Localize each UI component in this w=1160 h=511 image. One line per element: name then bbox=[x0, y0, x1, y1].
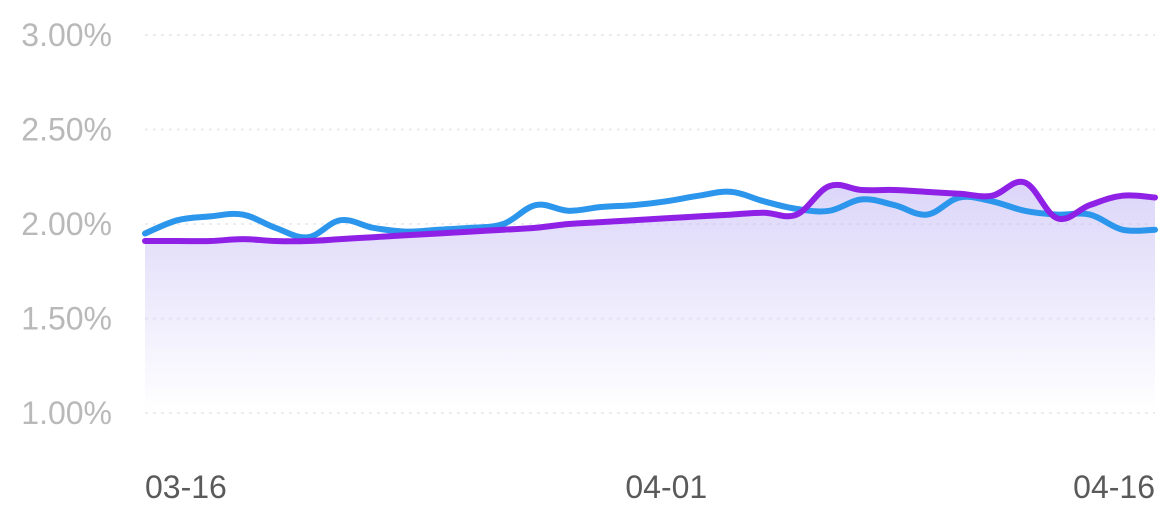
series-line-2 bbox=[142, 178, 1158, 245]
y-tick-label: 1.50% bbox=[21, 301, 112, 337]
y-axis: 1.00% 1.50% 2.00% 2.50% 3.00% bbox=[21, 17, 112, 431]
series-lines bbox=[142, 178, 1158, 245]
y-tick-label: 2.00% bbox=[21, 206, 112, 242]
x-tick-label: 03-16 bbox=[145, 469, 227, 505]
area-fill-layer bbox=[145, 181, 1155, 413]
series-line-1 bbox=[142, 188, 1158, 241]
y-tick-label: 1.00% bbox=[21, 395, 112, 431]
x-tick-label: 04-01 bbox=[625, 469, 707, 505]
x-axis: 03-16 04-01 04-16 bbox=[145, 469, 1155, 505]
y-tick-label: 2.50% bbox=[21, 112, 112, 148]
area-fill bbox=[145, 181, 1155, 413]
y-tick-label: 3.00% bbox=[21, 17, 112, 53]
x-tick-label: 04-16 bbox=[1073, 469, 1155, 505]
